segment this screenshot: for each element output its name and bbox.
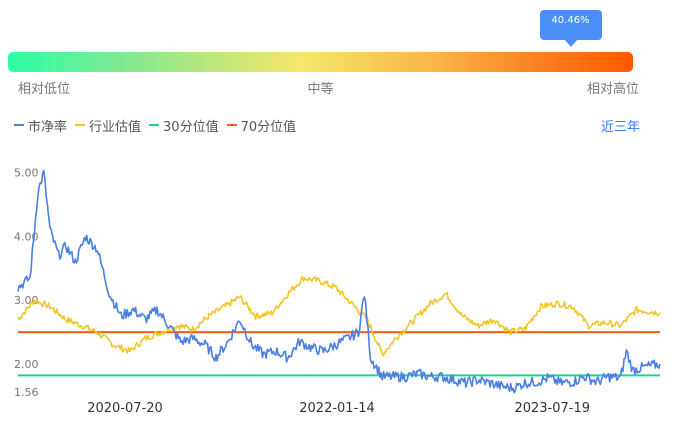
gauge-labels: 相对低位 中等 相对高位 (8, 78, 639, 97)
gauge-mid-label: 中等 (307, 82, 334, 97)
series-line-pb (17, 169, 661, 394)
series-line-industry (17, 276, 661, 357)
legend-label-p70: 70分位值 (240, 119, 297, 135)
legend-label-industry: 行业估值 (89, 119, 142, 135)
legend-item-p70[interactable]: 70分位值 (226, 116, 297, 135)
legend-swatch-industry (75, 124, 86, 126)
gauge-gradient-bar (8, 52, 633, 72)
x-tick-label: 2020-07-20 (87, 401, 163, 416)
x-tick-label: 2022-01-14 (299, 401, 375, 416)
y-tick-label: 1.56 (14, 386, 39, 399)
legend-swatch-pb (14, 124, 24, 126)
gauge-low-label: 相对低位 (18, 82, 71, 97)
legend-label-p30: 30分位值 (163, 119, 219, 135)
y-tick-label: 2.00 (14, 358, 39, 371)
legend-item-p30[interactable]: 30分位值 (149, 116, 219, 135)
gauge-marker-value: 40.46% (551, 15, 590, 26)
chart-legend: 市净率 行业估值 30分位值 70分位值 (14, 116, 304, 135)
legend-swatch-p70 (226, 124, 237, 126)
legend-swatch-p30 (149, 124, 160, 126)
y-tick-label: 5.00 (14, 167, 39, 180)
legend-label-pb: 市净率 (28, 119, 68, 135)
legend-item-pb[interactable]: 市净率 (14, 116, 67, 135)
gauge-marker-tooltip: 40.46% (539, 10, 602, 47)
legend-item-industry[interactable]: 行业估值 (75, 116, 141, 135)
gauge-high-label: 相对高位 (586, 82, 639, 97)
y-tick-label: 4.00 (14, 230, 39, 243)
range-three-years-button[interactable]: 近三年 (600, 120, 640, 135)
x-tick-label: 2023-07-19 (514, 401, 590, 416)
valuation-gauge (8, 52, 633, 72)
